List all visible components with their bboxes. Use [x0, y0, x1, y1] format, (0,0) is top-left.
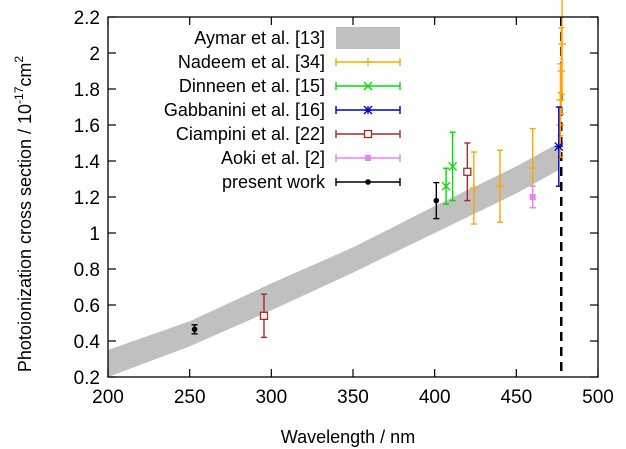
x-tick-label-6: 500 [582, 387, 614, 408]
legend-label-1: Nadeem et al. [34] [178, 52, 325, 72]
series-1 [441, 131, 458, 205]
legend-symbol-2 [335, 81, 401, 91]
legend: Aymar et al. [13] Nadeem et al. [34] Dinne… [164, 27, 401, 192]
legend-entry-3: Gabbanini et al. [16] [164, 100, 401, 120]
legend-entry-0: Aymar et al. [13] [194, 27, 400, 49]
legend-marker-6 [365, 179, 371, 185]
legend-marker-2 [363, 81, 373, 91]
point-0-2 [528, 164, 537, 173]
legend-label-0: Aymar et al. [13] [194, 28, 325, 48]
series-layer [191, 0, 567, 339]
point-1-1 [448, 161, 458, 171]
point-0-1 [496, 182, 504, 191]
point-3-1 [463, 167, 472, 176]
point-0-5 [557, 67, 566, 75]
band-layer [108, 143, 559, 377]
legend-marker-4 [363, 129, 373, 139]
y-axis-title-prefix: Photoionization cross section / 10 [15, 104, 35, 372]
x-tick-label-3: 350 [337, 387, 369, 408]
band-aymar [108, 143, 559, 377]
y-tick-label-3: 0.8 [74, 260, 100, 281]
legend-symbol-3 [335, 105, 401, 115]
y-tick-label-2: 0.6 [74, 296, 100, 317]
y-tick-label-1: 0.4 [74, 332, 101, 353]
legend-symbol-5 [335, 154, 401, 162]
y-axis-title-exp1: -17 [12, 86, 26, 104]
x-tick-label-1: 250 [174, 387, 206, 408]
x-tick-label-4: 400 [419, 387, 451, 408]
series-4 [529, 185, 536, 209]
legend-label-4: Ciampini et al. [22] [176, 124, 325, 144]
point-0-4 [556, 95, 565, 104]
y-tick-label-10: 2.2 [74, 8, 100, 29]
point-1-0 [441, 181, 451, 191]
point-4-0 [529, 194, 536, 200]
x-tick-label-0: 200 [92, 387, 124, 408]
legend-marker-3 [363, 105, 373, 115]
y-tick-label-9: 2 [89, 44, 100, 65]
legend-symbol-6 [335, 178, 401, 186]
point-2-0 [554, 142, 564, 152]
legend-label-5: Aoki et al. [2] [221, 148, 325, 168]
y-tick-label-5: 1.2 [74, 188, 100, 209]
series-0 [469, 0, 567, 225]
series-3 [259, 142, 472, 339]
legend-entry-2: Dinneen et al. [15] [179, 76, 401, 96]
legend-entry-5: Aoki et al. [2] [221, 148, 401, 168]
y-tick-label-8: 1.8 [74, 80, 100, 101]
point-0-6 [558, 40, 567, 48]
y-tick-label-7: 1.6 [74, 116, 100, 137]
y-tick-label-4: 1 [89, 224, 100, 245]
legend-marker-1 [364, 58, 372, 66]
legend-label-3: Gabbanini et al. [16] [164, 100, 325, 120]
series-2 [554, 106, 564, 187]
legend-label-2: Dinneen et al. [15] [179, 76, 325, 96]
legend-symbol-0 [336, 27, 400, 49]
y-axis-title-mid: cm [15, 63, 35, 87]
axes-layer: 200 250 300 350 400 450 500 0.2 0.4 0.6 0.8 1 1.2 1.4… [74, 8, 614, 408]
y-axis-title: Photoionization cross section / 10-17cm2 [12, 56, 35, 373]
point-5-0 [191, 326, 198, 333]
point-5-1 [433, 197, 440, 204]
legend-symbol-1 [335, 58, 401, 66]
legend-entry-4: Ciampini et al. [22] [176, 124, 401, 144]
point-3-0 [259, 311, 269, 320]
legend-marker-5 [365, 155, 371, 161]
legend-entry-1: Nadeem et al. [34] [178, 52, 401, 72]
point-0-0 [469, 184, 478, 192]
y-tick-label-0: 0.2 [74, 368, 100, 389]
y-tick-label-6: 1.4 [74, 152, 101, 173]
legend-symbol-4 [335, 129, 401, 139]
x-axis-title: Wavelength / nm [281, 427, 415, 447]
legend-label-6: present work [222, 172, 326, 192]
y-axis-title-exp2: 2 [12, 56, 26, 63]
x-tick-label-2: 300 [255, 387, 287, 408]
legend-entry-6: present work [222, 172, 401, 192]
x-tick-label-5: 450 [500, 387, 532, 408]
series-5 [191, 181, 440, 335]
